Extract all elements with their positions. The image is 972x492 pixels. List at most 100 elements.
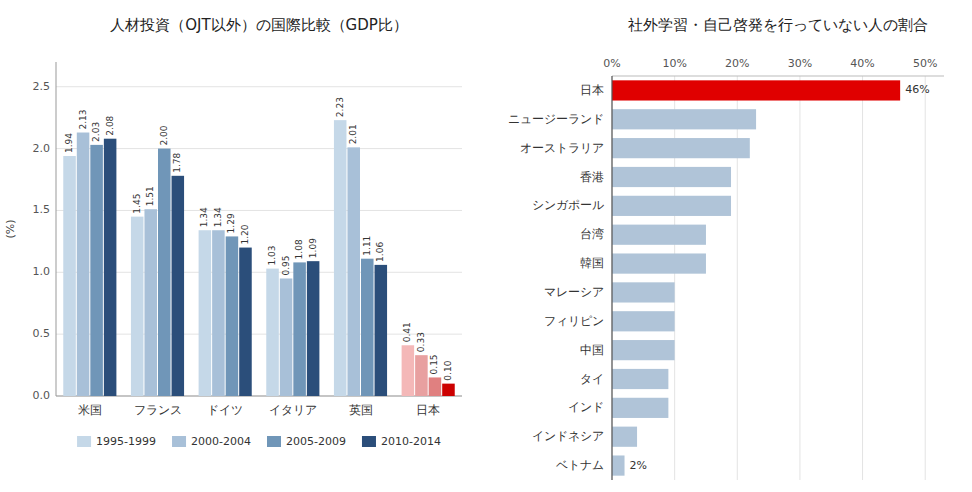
- grid-line: [737, 76, 738, 480]
- data-label: 46%: [905, 83, 929, 96]
- y-axis-line: [56, 62, 57, 396]
- y-tick-label: 1.0: [33, 265, 51, 278]
- legend-swatch: [77, 436, 91, 447]
- y-axis-label: (%): [4, 219, 17, 238]
- data-label: 0.15: [429, 354, 439, 374]
- bar: [226, 236, 239, 396]
- legend-label: 1995-1999: [96, 435, 156, 448]
- bar: [266, 269, 279, 396]
- bar: [612, 80, 900, 100]
- legend-item: 2000-2004: [172, 435, 251, 448]
- data-labels: 46%2%: [630, 83, 930, 471]
- data-label: 0.10: [443, 360, 453, 380]
- legend-item: 2005-2009: [267, 435, 346, 448]
- bar: [77, 133, 90, 396]
- bar: [104, 139, 117, 396]
- y-tick-label: 2.0: [33, 142, 51, 155]
- bar: [307, 261, 320, 396]
- chart-title: 社外学習・自己啓発を行っていない人の割合: [628, 16, 928, 34]
- grid-line: [799, 76, 800, 480]
- data-label: 1.51: [145, 186, 155, 206]
- hbar-chart: 社外学習・自己啓発を行っていない人の割合0%10%20%30%40%50%46%…: [508, 16, 944, 480]
- y-tick-label: ニュージーランド: [508, 112, 604, 126]
- y-tick-label: 中国: [580, 343, 604, 357]
- y-tick-label: 1.5: [33, 203, 51, 216]
- chart-canvas: 人材投資（OJT以外）の国際比較（GDP比）(%)0.00.51.01.52.0…: [0, 0, 972, 492]
- bar: [612, 398, 668, 418]
- bar: [375, 265, 388, 396]
- bar: [612, 109, 756, 129]
- y-tick-label: 香港: [580, 170, 604, 184]
- bar: [144, 209, 157, 396]
- data-label: 2.13: [78, 109, 88, 129]
- y-tick-label: オーストラリア: [520, 141, 604, 155]
- x-axis-line: [612, 76, 944, 77]
- legend-swatch: [362, 436, 376, 447]
- data-label: 1.11: [362, 236, 372, 256]
- bar: [612, 340, 675, 360]
- y-tick-label: タイ: [580, 372, 604, 386]
- bar: [612, 196, 731, 216]
- bar: [131, 217, 144, 396]
- bar-chart: 人材投資（OJT以外）の国際比較（GDP比）(%)0.00.51.01.52.0…: [4, 16, 462, 448]
- bar: [612, 369, 668, 389]
- y-tick-label: インドネシア: [532, 429, 604, 443]
- data-label: 0.41: [402, 322, 412, 342]
- data-label: 2.23: [335, 97, 345, 117]
- page: {"chart_data": [ {"type": "bar", "title"…: [0, 0, 972, 492]
- legend-label: 2005-2009: [286, 435, 346, 448]
- x-tick-label: 20%: [725, 57, 749, 70]
- data-label: 1.20: [240, 224, 250, 244]
- bar: [361, 259, 374, 396]
- bar: [612, 427, 637, 447]
- bar: [90, 145, 103, 396]
- bar: [280, 278, 293, 396]
- bars: [63, 120, 454, 396]
- bar: [402, 345, 415, 396]
- data-label: 0.95: [281, 255, 291, 275]
- bar: [415, 355, 428, 396]
- x-tick-label: ドイツ: [207, 403, 243, 417]
- legend: 1995-1999 2000-2004 2005-2009 2010-2014: [77, 435, 441, 448]
- grid-line: [56, 148, 462, 149]
- data-label: 2.00: [159, 125, 169, 145]
- x-tick-label: 50%: [913, 57, 937, 70]
- y-tick-label: 0.5: [33, 327, 51, 340]
- data-label: 1.94: [64, 133, 74, 153]
- data-label: 1.78: [172, 152, 182, 172]
- grid-line: [612, 76, 613, 480]
- bar: [612, 253, 706, 273]
- x-tick-label: 30%: [788, 57, 812, 70]
- bar: [63, 156, 76, 396]
- legend-item: 1995-1999: [77, 435, 156, 448]
- grid-line: [862, 76, 863, 480]
- data-label: 2.03: [91, 122, 101, 142]
- legend-label: 2000-2004: [191, 435, 251, 448]
- bar: [239, 248, 252, 396]
- bars: [612, 80, 900, 475]
- y-tick-label: ベトナム: [556, 458, 604, 472]
- bar: [442, 384, 455, 396]
- data-label: 1.29: [226, 213, 236, 233]
- y-tick-label: マレーシア: [544, 285, 604, 299]
- x-tick-label: 10%: [662, 57, 686, 70]
- bar: [612, 311, 675, 331]
- legend-label: 2010-2014: [381, 435, 441, 448]
- chart-title: 人材投資（OJT以外）の国際比較（GDP比）: [110, 16, 408, 34]
- bar: [158, 149, 171, 396]
- grid-line: [56, 86, 462, 87]
- bar: [612, 455, 625, 475]
- bar: [172, 176, 185, 396]
- y-tick-label: 日本: [580, 83, 604, 97]
- data-label: 1.03: [267, 246, 277, 266]
- data-label: 2.01: [348, 124, 358, 144]
- bar: [429, 377, 442, 396]
- bar: [347, 147, 360, 396]
- grid-line: [56, 396, 462, 397]
- data-labels: 1.942.132.032.081.451.512.001.781.341.34…: [64, 97, 453, 381]
- x-tick-label: 英国: [349, 403, 373, 417]
- legend-swatch: [172, 436, 186, 447]
- y-axis-line: [611, 76, 612, 480]
- y-tick-label: 台湾: [580, 227, 604, 241]
- y-tick-label: 韓国: [580, 256, 604, 270]
